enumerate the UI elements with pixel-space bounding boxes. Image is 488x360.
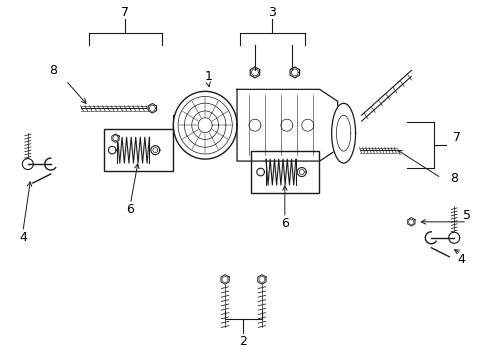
Text: 6: 6 (280, 217, 288, 230)
Polygon shape (448, 232, 459, 243)
Text: 4: 4 (19, 231, 27, 244)
Polygon shape (250, 67, 259, 78)
Polygon shape (221, 275, 229, 284)
Text: 8: 8 (449, 171, 457, 185)
Polygon shape (407, 218, 414, 226)
Text: 1: 1 (204, 70, 212, 83)
Text: 2: 2 (239, 335, 246, 348)
Polygon shape (112, 134, 119, 142)
Polygon shape (148, 103, 156, 113)
Polygon shape (151, 146, 160, 154)
Bar (103, 129, 173, 171)
Text: 4: 4 (456, 253, 464, 266)
Text: 7: 7 (121, 6, 129, 19)
Text: 8: 8 (49, 64, 57, 77)
Text: 5: 5 (462, 210, 470, 222)
Polygon shape (237, 89, 337, 161)
Polygon shape (22, 159, 33, 170)
Polygon shape (171, 115, 173, 135)
Text: 7: 7 (452, 131, 460, 144)
Text: 3: 3 (267, 6, 275, 19)
Text: 6: 6 (126, 203, 134, 216)
Polygon shape (297, 167, 305, 176)
Bar (250, 151, 318, 193)
Polygon shape (173, 91, 237, 159)
Polygon shape (257, 275, 265, 284)
Polygon shape (256, 168, 264, 176)
Polygon shape (108, 146, 116, 154)
Polygon shape (289, 67, 299, 78)
Polygon shape (331, 103, 355, 163)
